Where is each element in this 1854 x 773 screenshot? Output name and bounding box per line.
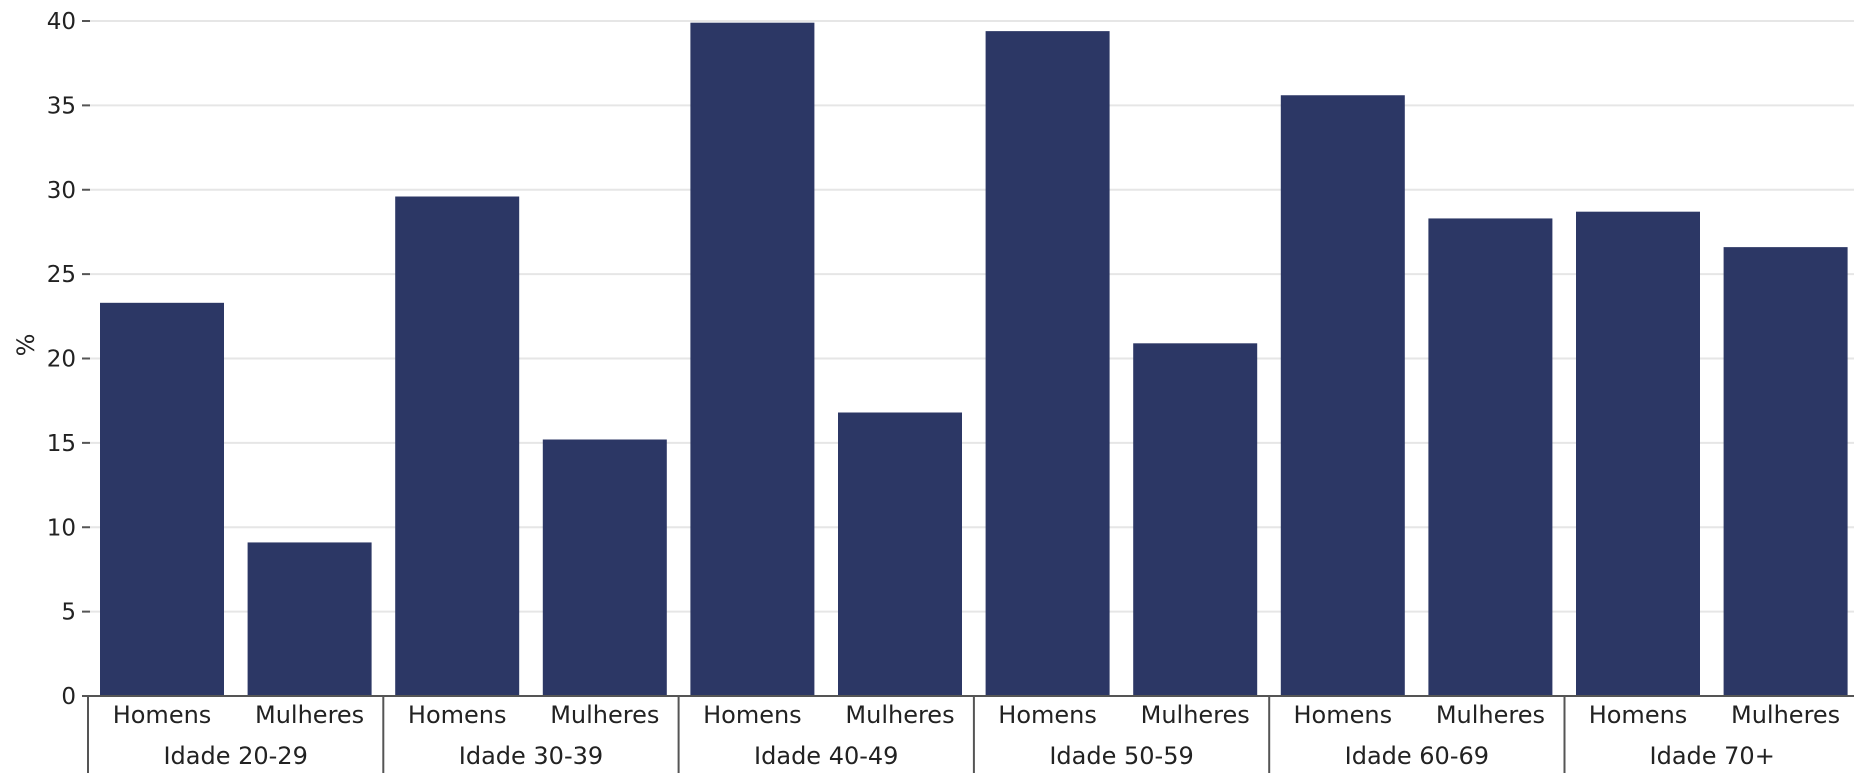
y-axis-ticks: 0 5 10 15 20 25 30 35 40 [47,9,90,710]
x-tick-label: Homens [1294,701,1393,729]
x-tick-label: Homens [113,701,212,729]
bar [985,31,1110,696]
group-label: Idade 20-29 [163,742,307,770]
bar [100,302,224,696]
x-tick-label: Mulheres [1141,701,1250,729]
y-tick-label: 5 [61,600,76,626]
bar [690,22,815,696]
bar [1133,343,1258,696]
x-tick-label: Mulheres [1731,701,1840,729]
bar [838,412,962,696]
x-tick-label: Homens [998,701,1097,729]
group-label: Idade 50-59 [1049,742,1193,770]
y-tick-label: 30 [47,178,76,204]
x-tick-label: Homens [1589,701,1688,729]
bar [1280,95,1405,696]
y-tick-label: 35 [47,93,76,119]
group-label: Idade 70+ [1650,742,1775,770]
bars [100,22,1848,696]
x-tick-label: Mulheres [550,701,659,729]
y-axis-label: % [12,334,40,357]
bar [1428,218,1553,696]
group-label: Idade 60-69 [1345,742,1489,770]
x-tick-label: Mulheres [1436,701,1545,729]
y-tick-label: 10 [47,515,76,541]
gridlines [90,20,1854,613]
y-tick-label: 40 [47,9,76,35]
x-tick-label: Mulheres [255,701,364,729]
bar [1723,247,1848,696]
group-label: Idade 40-49 [754,742,898,770]
x-tick-label: Homens [408,701,507,729]
x-axis-labels: Homens Mulheres Idade 20-29 Homens Mulheres I… [87,696,1840,773]
bar [1576,211,1700,696]
x-tick-label: Homens [703,701,802,729]
y-tick-label: 15 [47,431,76,457]
x-tick-label: Mulheres [845,701,954,729]
y-tick-label: 0 [61,684,76,710]
bar [542,439,667,696]
bar [395,196,520,696]
y-tick-label: 25 [47,262,76,288]
y-tick-label: 20 [47,347,76,373]
bar [247,542,372,696]
group-label: Idade 30-39 [459,742,603,770]
